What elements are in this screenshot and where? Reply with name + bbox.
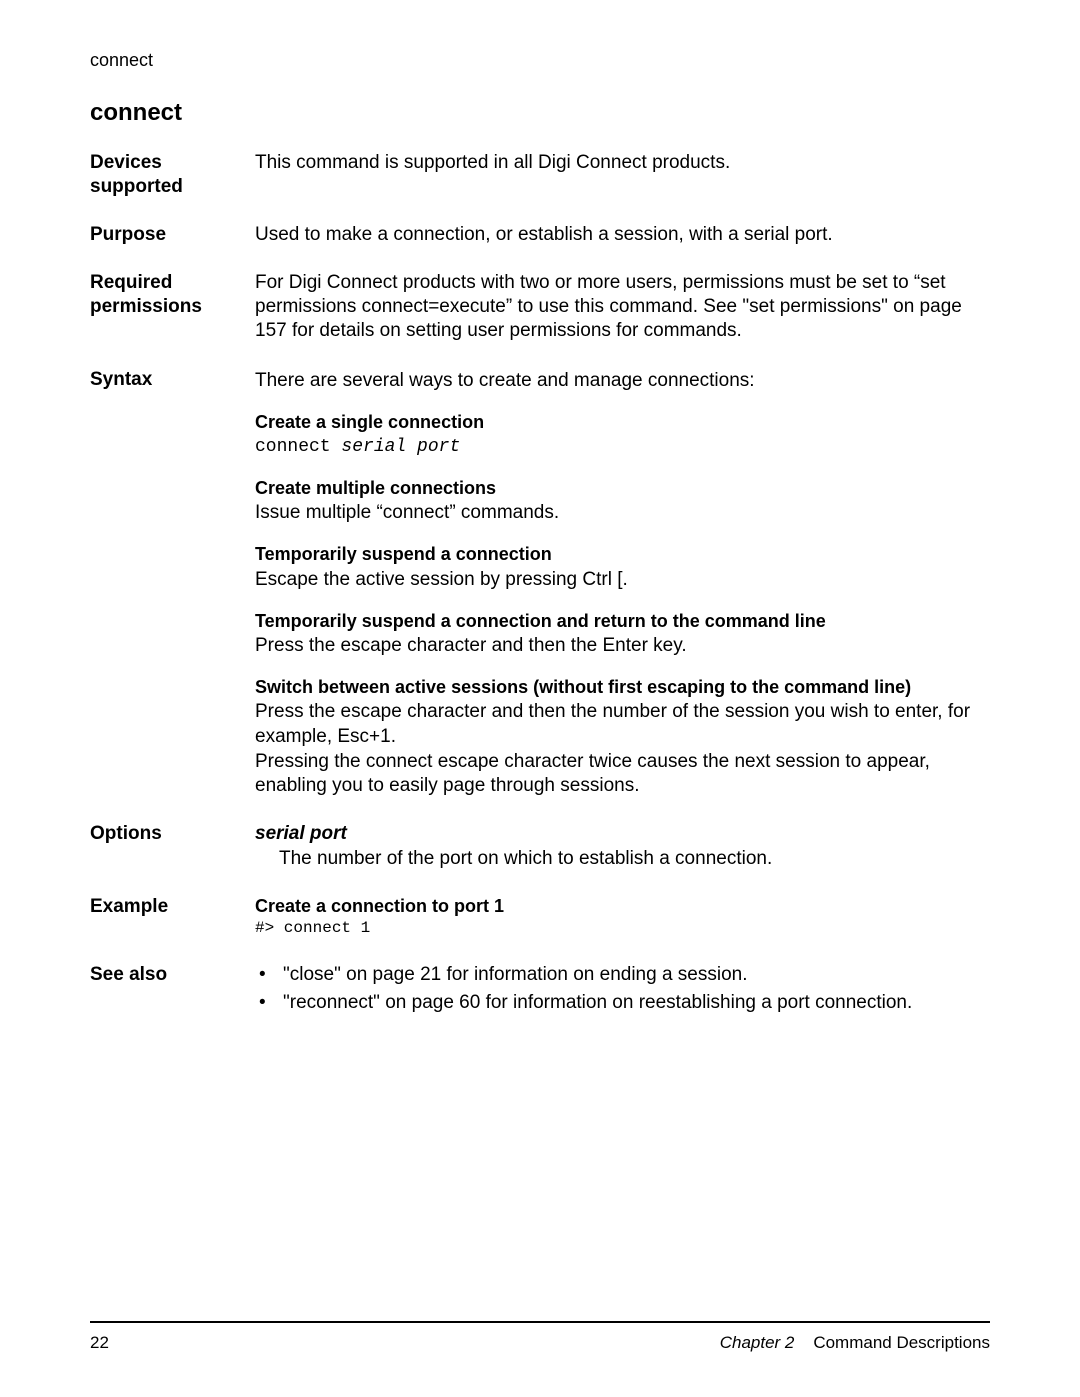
page-title: connect <box>90 99 990 127</box>
syntax-item-0: Create a single connection connect seria… <box>255 411 990 459</box>
section-example: Example Create a connection to port 1 #>… <box>90 895 990 939</box>
example-head: Create a connection to port 1 <box>255 895 990 918</box>
page-number: 22 <box>90 1333 109 1353</box>
syntax-code-prefix-0: connect <box>255 437 341 457</box>
syntax-item-4: Switch between active sessions (without … <box>255 676 990 798</box>
syntax-head-3: Temporarily suspend a connection and ret… <box>255 610 990 633</box>
footer-chapter-label: Chapter 2 <box>720 1333 795 1352</box>
options-content: serial port The number of the port on wh… <box>255 822 990 871</box>
section-syntax: Syntax There are several ways to create … <box>90 368 990 799</box>
footer-chapter-title: Command Descriptions <box>813 1333 990 1352</box>
seealso-item-0: "close" on page 21 for information on en… <box>255 963 990 988</box>
syntax-content: There are several ways to create and man… <box>255 368 990 799</box>
running-head: connect <box>90 50 990 71</box>
seealso-label: See also <box>90 963 255 1020</box>
options-desc: The number of the port on which to estab… <box>255 847 990 871</box>
syntax-body-3: Press the escape character and then the … <box>255 634 990 658</box>
syntax-body-1: Issue multiple “connect” commands. <box>255 501 990 525</box>
syntax-body-4a: Press the escape character and then the … <box>255 700 990 749</box>
options-term: serial port <box>255 822 990 846</box>
syntax-code-0: connect serial port <box>255 434 990 459</box>
syntax-body-2: Escape the active session by pressing Ct… <box>255 568 990 592</box>
permissions-text: For Digi Connect products with two or mo… <box>255 271 990 344</box>
example-content: Create a connection to port 1 #> connect… <box>255 895 990 939</box>
section-seealso: See also "close" on page 21 for informat… <box>90 963 990 1020</box>
permissions-label: Required permissions <box>90 271 255 344</box>
devices-text: This command is supported in all Digi Co… <box>255 151 990 199</box>
syntax-label: Syntax <box>90 368 255 799</box>
manual-page: connect connect Devices supported This c… <box>0 0 1080 1397</box>
section-devices: Devices supported This command is suppor… <box>90 151 990 199</box>
section-options: Options serial port The number of the po… <box>90 822 990 871</box>
syntax-item-3: Temporarily suspend a connection and ret… <box>255 610 990 658</box>
section-purpose: Purpose Used to make a connection, or es… <box>90 223 990 247</box>
seealso-content: "close" on page 21 for information on en… <box>255 963 990 1020</box>
footer-chapter: Chapter 2 Command Descriptions <box>720 1333 990 1353</box>
syntax-item-2: Temporarily suspend a connection Escape … <box>255 543 990 591</box>
syntax-code-italic-0: serial port <box>341 437 460 457</box>
purpose-text: Used to make a connection, or establish … <box>255 223 990 247</box>
syntax-intro: There are several ways to create and man… <box>255 369 990 393</box>
page-footer: 22 Chapter 2 Command Descriptions <box>90 1321 990 1353</box>
syntax-head-0: Create a single connection <box>255 411 990 434</box>
options-label: Options <box>90 822 255 871</box>
section-permissions: Required permissions For Digi Connect pr… <box>90 271 990 344</box>
syntax-body-4b: Pressing the connect escape character tw… <box>255 750 990 799</box>
syntax-head-4: Switch between active sessions (without … <box>255 676 990 699</box>
syntax-head-1: Create multiple connections <box>255 477 990 500</box>
seealso-list: "close" on page 21 for information on en… <box>255 963 990 1016</box>
purpose-label: Purpose <box>90 223 255 247</box>
seealso-item-1: "reconnect" on page 60 for information o… <box>255 991 990 1016</box>
syntax-item-1: Create multiple connections Issue multip… <box>255 477 990 525</box>
example-code: #> connect 1 <box>255 918 990 938</box>
devices-label: Devices supported <box>90 151 255 199</box>
example-label: Example <box>90 895 255 939</box>
syntax-head-2: Temporarily suspend a connection <box>255 543 990 566</box>
